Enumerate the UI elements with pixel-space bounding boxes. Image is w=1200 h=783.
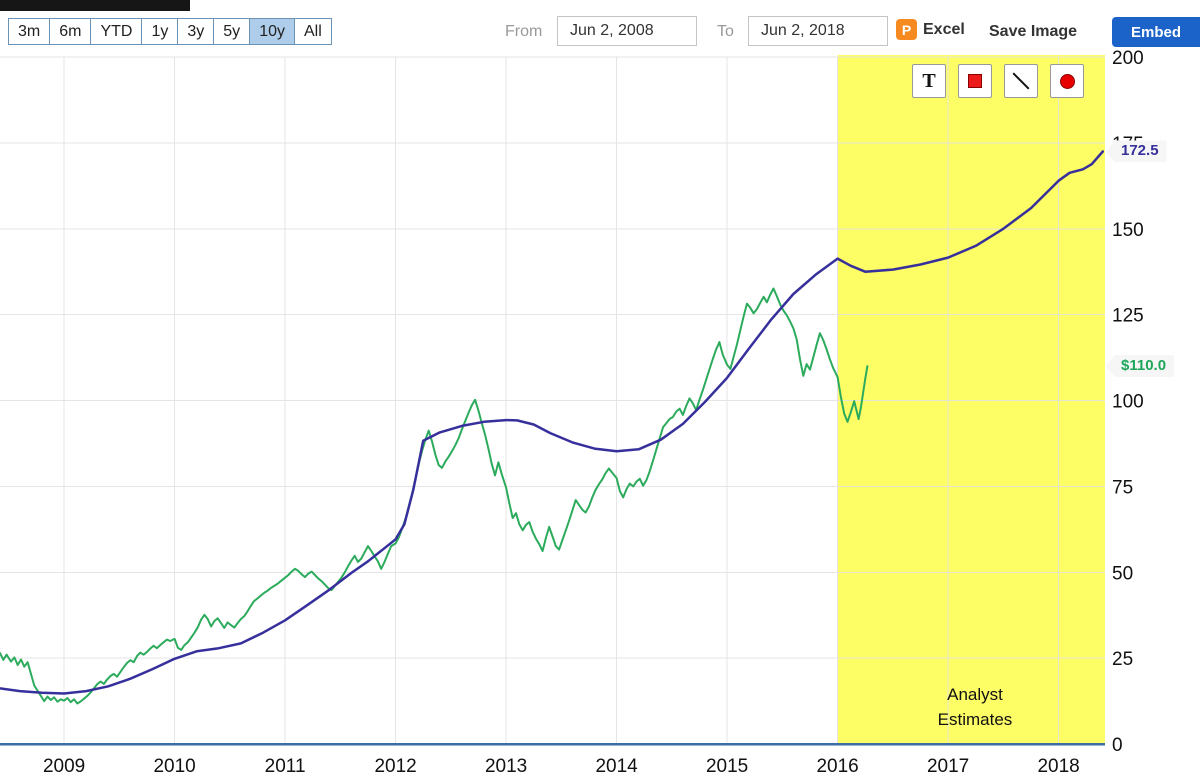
range-10y-button[interactable]: 10y	[249, 18, 295, 45]
range-1y-button[interactable]: 1y	[141, 18, 179, 45]
x-tick-label: 2011	[265, 756, 306, 777]
line-tool-icon	[1012, 72, 1030, 90]
estimate-price-flag: 172.5	[1106, 140, 1167, 163]
drawing-toolbar: T	[912, 64, 1084, 98]
analyst-estimates-label-line2: Estimates	[937, 710, 1013, 729]
actual-price-line	[0, 287, 869, 705]
range-ytd-button[interactable]: YTD	[90, 18, 143, 45]
to-date-input[interactable]	[748, 16, 888, 46]
range-6m-button[interactable]: 6m	[49, 18, 92, 45]
y-tick-label: 25	[1112, 649, 1133, 670]
range-3y-button[interactable]: 3y	[177, 18, 215, 45]
analyst-estimates-region	[837, 55, 1105, 744]
browser-edge-artifact	[0, 0, 190, 11]
circle-tool-button[interactable]	[1050, 64, 1084, 98]
embed-button[interactable]: Embed	[1112, 17, 1200, 47]
range-all-button[interactable]: All	[293, 18, 332, 45]
x-tick-label: 2018	[1037, 756, 1079, 777]
circle-tool-icon	[1059, 73, 1075, 89]
range-3m-button[interactable]: 3m	[8, 18, 51, 45]
x-tick-label: 2016	[816, 756, 858, 777]
y-tick-label: 50	[1112, 563, 1133, 584]
x-tick-label: 2012	[374, 756, 416, 777]
text-tool-button[interactable]: T	[912, 64, 946, 98]
x-tick-label: 2015	[706, 756, 748, 777]
excel-export-button[interactable]: P Excel	[896, 19, 965, 40]
y-tick-label: 100	[1112, 392, 1144, 413]
y-tick-label: 0	[1112, 735, 1123, 756]
x-tick-label: 2014	[595, 756, 638, 777]
x-tick-label: 2009	[43, 756, 85, 777]
from-date-input[interactable]	[557, 16, 697, 46]
chart-toolbar: 3m 6m YTD 1y 3y 5y 10y All From To P Exc…	[0, 0, 1200, 48]
text-tool-icon: T	[922, 69, 936, 92]
excel-icon: P	[896, 19, 917, 40]
from-label: From	[505, 23, 543, 40]
x-tick-label: 2010	[153, 756, 195, 777]
save-image-button[interactable]: Save Image	[989, 23, 1078, 40]
rectangle-tool-button[interactable]	[958, 64, 992, 98]
analyst-estimate-line	[0, 150, 1105, 695]
line-tool-button[interactable]	[1004, 64, 1038, 98]
current-price-flag: $110.0	[1106, 355, 1175, 378]
x-tick-label: 2013	[485, 756, 527, 777]
y-tick-label: 150	[1112, 220, 1144, 241]
y-tick-label: 75	[1112, 477, 1133, 498]
to-label: To	[717, 23, 734, 40]
analyst-estimates-label-line1: Analyst	[947, 685, 1003, 704]
y-tick-label: 200	[1112, 48, 1144, 69]
range-selector: 3m 6m YTD 1y 3y 5y 10y All	[8, 18, 332, 45]
x-tick-label: 2017	[927, 756, 969, 777]
excel-label: Excel	[923, 20, 965, 38]
range-5y-button[interactable]: 5y	[213, 18, 251, 45]
y-tick-label: 125	[1112, 306, 1144, 327]
analyst-estimates-label: Analyst Estimates	[905, 682, 1045, 732]
rectangle-tool-icon	[968, 74, 982, 88]
